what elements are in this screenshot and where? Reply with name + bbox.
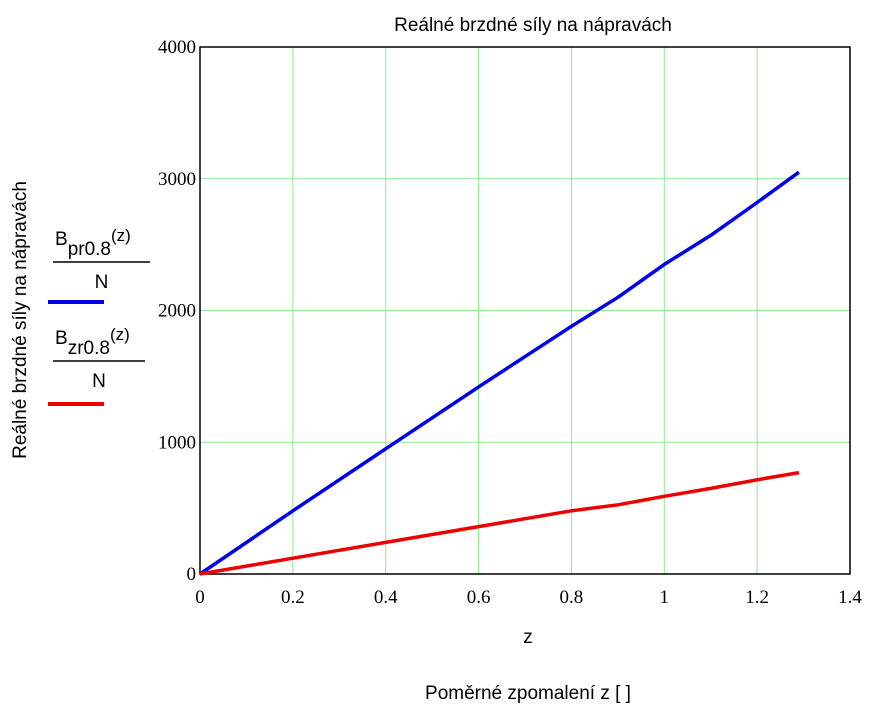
legend-denominator: N xyxy=(95,272,109,293)
x-tick-label: 0 xyxy=(195,587,205,608)
legend-base: B xyxy=(55,328,68,349)
y-axis-label: Reálné brzdné síly na nápravách xyxy=(10,181,31,459)
y-tick-label: 3000 xyxy=(158,169,196,190)
series-line-0 xyxy=(199,170,800,576)
grid xyxy=(200,47,850,574)
series-line-1 xyxy=(199,470,800,576)
legend-entry-1: Bzr0.8(z) N xyxy=(48,325,145,406)
x-tick-label: 1.2 xyxy=(745,587,769,608)
legend-numerator: Bpr0.8(z) xyxy=(55,226,131,260)
x-tick-label: 1.4 xyxy=(838,587,862,608)
x-tick-label: 0.6 xyxy=(467,587,491,608)
x-tick-label: 0.8 xyxy=(560,587,584,608)
y-tick-label: 2000 xyxy=(158,301,196,322)
legend-sub: zr0.8 xyxy=(68,338,110,359)
legend-sub: pr0.8 xyxy=(68,239,111,260)
x-tick-label: 1 xyxy=(660,587,670,608)
plot-frame xyxy=(199,46,851,575)
legend-arg: (z) xyxy=(110,325,130,344)
x-axis-label: z xyxy=(523,627,533,648)
x-axis-secondary-label: Poměrné zpomalení z [ ] xyxy=(425,683,631,704)
legend-entry-0: Bpr0.8(z) N xyxy=(48,226,150,304)
legend-base: B xyxy=(55,229,68,250)
x-tick-label: 0.2 xyxy=(281,587,305,608)
legend-arg: (z) xyxy=(111,226,131,245)
y-tick-label: 4000 xyxy=(158,37,196,58)
tick-labels: 0 0.2 0.4 0.6 0.8 1 1.2 1.4 0 1000 2000 3000 4000 xyxy=(158,37,862,608)
y-tick-label: 1000 xyxy=(158,432,196,453)
legend-numerator: Bzr0.8(z) xyxy=(55,325,130,359)
x-tick-label: 0.4 xyxy=(374,587,398,608)
series-layer xyxy=(199,170,800,576)
legend-denominator: N xyxy=(92,371,106,392)
chart-title: Reálné brzdné síly na nápravách xyxy=(394,15,672,36)
y-tick-label: 0 xyxy=(187,564,197,585)
